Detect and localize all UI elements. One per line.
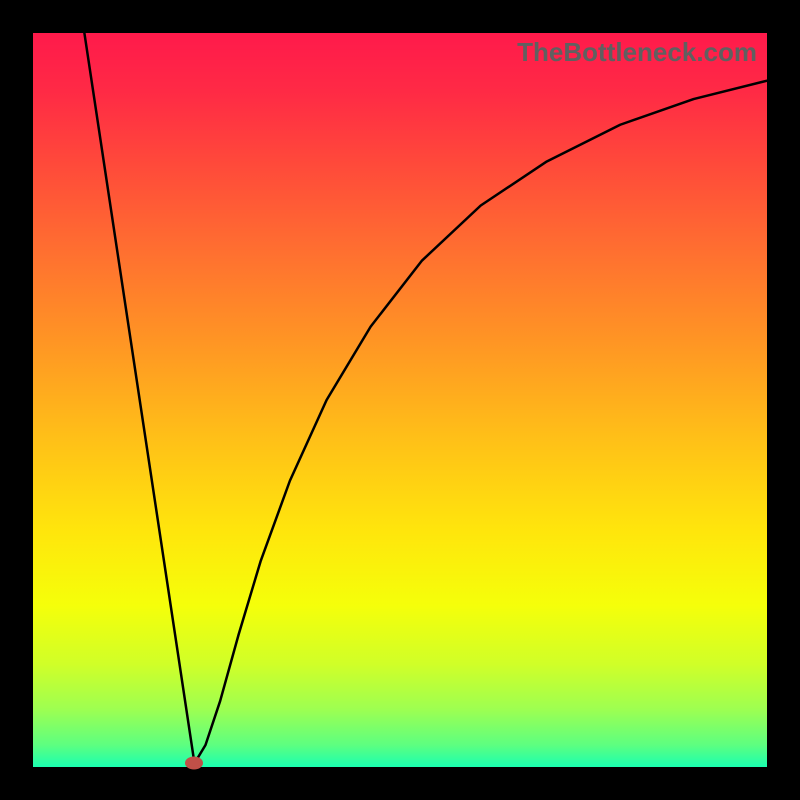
- plot-area: [33, 33, 767, 767]
- curve-line: [84, 33, 767, 763]
- minimum-marker: [185, 757, 203, 770]
- line-layer: [33, 33, 767, 767]
- watermark-text: TheBottleneck.com: [517, 37, 757, 68]
- chart-frame: TheBottleneck.com: [0, 0, 800, 800]
